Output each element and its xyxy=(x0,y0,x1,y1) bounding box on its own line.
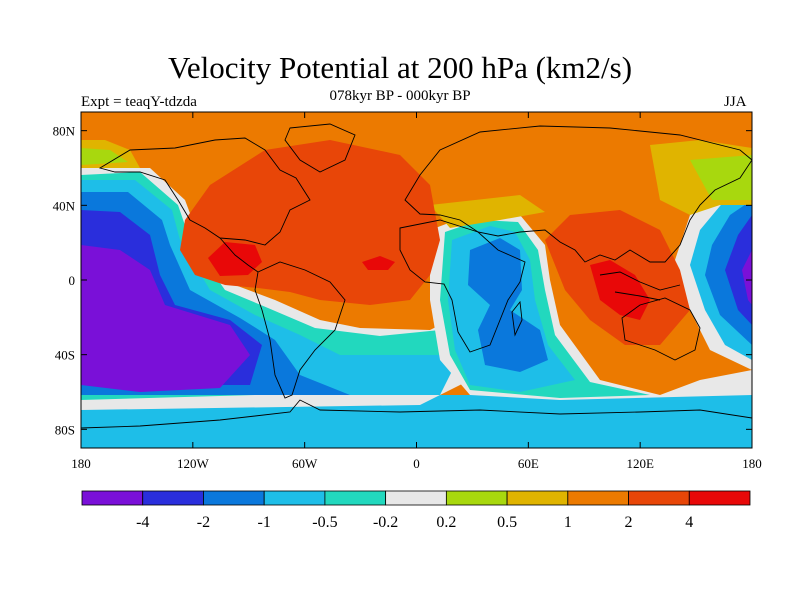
contour-region xyxy=(81,148,128,165)
lat-tick-label: 40N xyxy=(53,198,76,213)
season-label: JJA xyxy=(724,94,747,110)
colorbar-label: 0.5 xyxy=(497,514,517,531)
colorbar-label: -0.5 xyxy=(312,514,337,531)
map-axes: 80N 40N 0 40S 80S 180 120W 60W 0 60E 120E 180 xyxy=(53,112,762,471)
map-title: Velocity Potential at 200 hPa (km2/s) xyxy=(167,50,633,85)
coastline-maritime-continent xyxy=(599,271,681,301)
colorbar-swatch xyxy=(385,490,447,506)
experiment-label: Expt = teaqY-tdzda xyxy=(81,94,197,110)
colorbar-swatch xyxy=(445,490,508,506)
coastline-australia xyxy=(621,297,701,361)
contour-region xyxy=(590,260,650,320)
lat-tick-label: 80N xyxy=(53,124,76,139)
lon-tick-label: 120E xyxy=(626,456,654,471)
colorbar-label: -2 xyxy=(197,514,210,531)
coastlines xyxy=(81,123,752,429)
velocity-potential-field xyxy=(81,112,752,448)
contour-region xyxy=(362,256,395,270)
colorbar-label: 4 xyxy=(685,514,693,531)
colorbar-swatch xyxy=(203,490,265,506)
coastline-south-america xyxy=(254,261,346,399)
map-subtitle: 078kyr BP - 000kyr BP xyxy=(329,88,471,104)
contour-region xyxy=(208,242,262,276)
lon-tick-label: 60E xyxy=(518,456,539,471)
colorbar-label: 2 xyxy=(625,514,633,531)
colorbar-swatch xyxy=(628,490,690,506)
coastline-greenland xyxy=(284,123,356,173)
colorbar-swatch xyxy=(324,490,387,506)
coastline-eurasia xyxy=(404,125,752,263)
coastline-antarctica xyxy=(81,399,752,429)
coastline-africa xyxy=(399,219,526,353)
contour-region xyxy=(468,238,548,372)
colorbar-label: 0.2 xyxy=(436,514,456,531)
contour-region xyxy=(81,245,250,392)
colorbar-swatch xyxy=(263,490,326,506)
colorbar-swatch xyxy=(142,490,204,506)
colorbar-swatch xyxy=(688,490,751,506)
lat-tick-label: 0 xyxy=(69,273,76,288)
lat-tick-label: 80S xyxy=(55,422,75,437)
lon-tick-label: 120W xyxy=(177,456,210,471)
colorbar-swatch xyxy=(567,490,629,506)
colorbar-label: -1 xyxy=(258,514,271,531)
lon-tick-label: 0 xyxy=(413,456,420,471)
colorbar-label: -0.2 xyxy=(373,514,398,531)
lon-tick-label: 180 xyxy=(742,456,762,471)
coastline-north-america xyxy=(98,137,311,246)
lon-tick-label: 60W xyxy=(292,456,318,471)
contour-region xyxy=(690,155,752,200)
coastline-madagascar xyxy=(511,300,523,337)
colorbar-swatch xyxy=(506,490,569,506)
coastline-central-america xyxy=(219,237,259,273)
colorbar: -4 -2 -1 -0.5 -0.2 0.2 0.5 1 2 4 xyxy=(81,490,751,531)
contour-region xyxy=(725,215,752,325)
colorbar-label: -4 xyxy=(136,514,149,531)
colorbar-label: 1 xyxy=(564,514,572,531)
lat-tick-label: 40S xyxy=(55,348,75,363)
colorbar-swatch xyxy=(81,490,144,506)
contour-region xyxy=(742,250,752,305)
lon-tick-label: 180 xyxy=(71,456,91,471)
